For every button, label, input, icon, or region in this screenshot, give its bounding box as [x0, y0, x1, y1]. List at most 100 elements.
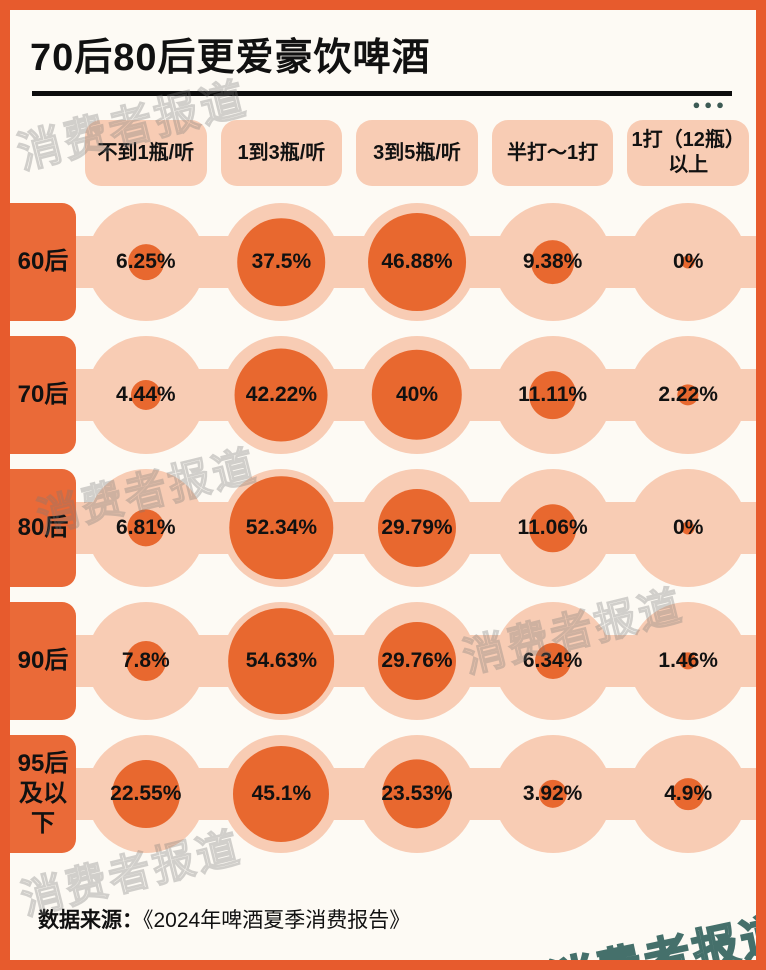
column-header-3: 3到5瓶/听	[356, 120, 478, 186]
value-label: 54.63%	[245, 649, 317, 672]
bubble	[672, 778, 705, 810]
bubble	[228, 608, 335, 714]
row-label: 60后	[10, 203, 76, 321]
bubble	[377, 488, 457, 568]
column-header-5: 1打（12瓶）以上	[627, 120, 749, 186]
row-label: 80后	[10, 469, 76, 587]
bubble	[234, 348, 328, 442]
value-label: 6.81%	[116, 516, 176, 539]
bubble	[677, 384, 699, 406]
bubble-cell: 6.81%	[78, 462, 214, 594]
value-label: 42.22%	[245, 383, 317, 406]
bubble-cell: 29.76%	[349, 595, 485, 727]
bubble	[382, 759, 452, 829]
bubble	[125, 641, 166, 681]
value-label: 4.9%	[664, 782, 713, 805]
value-label: 9.38%	[522, 250, 583, 273]
value-label: 22.55%	[110, 782, 182, 805]
bubble	[528, 371, 577, 419]
value-label: 40%	[395, 383, 438, 406]
bubble	[377, 622, 456, 700]
bubble-cell: 4.9%	[620, 728, 756, 860]
chart-rows: 60后 6.25% 37.5% 46.88% 9.38% 0% 70后 4.44% 42.22%…	[10, 196, 756, 860]
column-header-4: 半打～1打	[491, 120, 614, 186]
dots-row: ●●●	[30, 96, 736, 116]
bubble	[111, 760, 180, 828]
value-label: 46.88%	[381, 250, 453, 273]
value-label: 29.79%	[381, 516, 453, 539]
bubble	[368, 213, 466, 311]
header: 70后80后更爱豪饮啤酒 ●●●	[10, 10, 756, 116]
value-label: 6.25%	[116, 250, 176, 273]
chart-row-5: 95后及以下 22.55% 45.1% 23.53% 3.92% 4.9%	[10, 728, 756, 860]
bubble-cell: 29.79%	[349, 462, 485, 594]
page-title: 70后80后更爱豪饮啤酒	[30, 37, 431, 79]
row-label: 90后	[10, 602, 76, 720]
bubble	[229, 476, 334, 580]
value-label: 52.34%	[245, 516, 317, 539]
column-header-1: 不到1瓶/听	[85, 120, 207, 186]
bubble	[371, 349, 463, 441]
bubble-cell: 42.22%	[214, 329, 350, 461]
bubble-cell: 9.38%	[485, 196, 621, 328]
data-source-label: 数据来源：	[38, 909, 143, 932]
bubble-cell: 11.06%	[485, 462, 621, 594]
bubble	[538, 779, 567, 809]
bubble-cell: 2.22%	[620, 329, 756, 461]
bubble	[127, 509, 165, 547]
header-spacer	[10, 120, 78, 186]
value-label: 6.34%	[522, 649, 583, 672]
bubble	[530, 240, 575, 284]
bubble	[233, 745, 330, 843]
value-label: 23.53%	[381, 782, 453, 805]
bubble-cell: 37.5%	[214, 196, 350, 328]
bubble-cell: 54.63%	[214, 595, 350, 727]
value-label: 11.11%	[518, 383, 588, 406]
bubble-cell: 3.92%	[485, 728, 621, 860]
data-source: 数据来源：《2024年啤酒夏季消费报告》	[38, 904, 410, 934]
bubble	[534, 643, 571, 679]
bubble-cell: 0%	[620, 196, 756, 328]
value-label: 3.92%	[522, 782, 583, 805]
bubble	[237, 218, 326, 306]
bubble-cell: 45.1%	[214, 728, 350, 860]
value-label: 29.76%	[381, 649, 453, 672]
value-label: 1.46%	[658, 649, 718, 672]
bubble-cell: 23.53%	[349, 728, 485, 860]
row-label: 70后	[10, 336, 76, 454]
chart-row-1: 60后 6.25% 37.5% 46.88% 9.38% 0%	[10, 196, 756, 328]
value-label: 37.5%	[251, 250, 312, 273]
column-headers: 不到1瓶/听 1到3瓶/听 3到5瓶/听 半打～1打 1打（12瓶）以上	[10, 120, 756, 186]
bubble-cell: 6.34%	[485, 595, 621, 727]
bubble-cell: 52.34%	[214, 462, 350, 594]
chart-row-2: 70后 4.44% 42.22% 40% 11.11% 2.22%	[10, 329, 756, 461]
value-label: 7.8%	[121, 649, 170, 672]
bubble	[127, 244, 164, 280]
data-source-text: 《2024年啤酒夏季消费报告》	[143, 909, 411, 932]
value-label: 11.06%	[517, 516, 588, 539]
bubble-cell: 7.8%	[78, 595, 214, 727]
bubble-cell: 46.88%	[349, 196, 485, 328]
value-label: 2.22%	[658, 383, 718, 406]
bubble-cell: 4.44%	[78, 329, 214, 461]
bubble-cell: 6.25%	[78, 196, 214, 328]
bubble	[681, 521, 695, 535]
bubble	[681, 255, 695, 269]
value-label: 45.1%	[251, 782, 312, 805]
menu-dots-icon: ●●●	[692, 97, 728, 112]
bubble-cell: 22.55%	[78, 728, 214, 860]
chart-row-3: 80后 6.81% 52.34% 29.79% 11.06% 0%	[10, 462, 756, 594]
row-label: 95后及以下	[10, 735, 76, 853]
title-underline	[32, 91, 732, 96]
bubble-cell: 40%	[349, 329, 485, 461]
bubble-cell: 11.11%	[485, 329, 621, 461]
value-label: 0%	[673, 516, 704, 539]
bubble	[528, 504, 577, 552]
value-label: 0%	[673, 250, 704, 273]
bubble	[130, 379, 161, 411]
bubble-cell: 0%	[620, 462, 756, 594]
bubble	[679, 652, 697, 670]
chart-row-4: 90后 7.8% 54.63% 29.76% 6.34% 1.46%	[10, 595, 756, 727]
column-header-2: 1到3瓶/听	[220, 120, 343, 186]
